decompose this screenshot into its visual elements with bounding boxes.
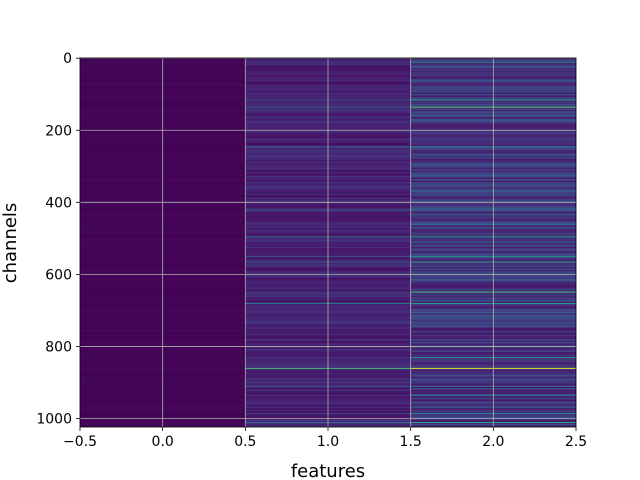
y-tick-label: 400 [45, 195, 72, 211]
y-tick-label: 800 [45, 339, 72, 355]
x-axis-ticks: −0.5 0.0 0.5 1.0 1.5 2.0 2.5 [63, 427, 587, 450]
x-axis-label: features [291, 461, 365, 480]
x-tick-label: 1.5 [400, 434, 422, 450]
y-axis-label: channels [0, 203, 21, 284]
grid-lines [80, 57, 576, 427]
y-tick-label: 200 [45, 123, 72, 139]
x-tick-label: 0.5 [234, 434, 256, 450]
x-tick-label: −0.5 [63, 434, 97, 450]
y-tick-label: 600 [45, 267, 72, 283]
x-tick-label: 1.0 [317, 434, 339, 450]
x-tick-label: 2.5 [565, 434, 587, 450]
y-axis-ticks: 0 200 400 600 800 1000 [36, 51, 80, 428]
x-tick-label: 0.0 [152, 434, 174, 450]
x-tick-label: 2.0 [482, 434, 504, 450]
y-tick-label: 1000 [36, 412, 72, 428]
y-tick-label: 0 [63, 51, 72, 67]
